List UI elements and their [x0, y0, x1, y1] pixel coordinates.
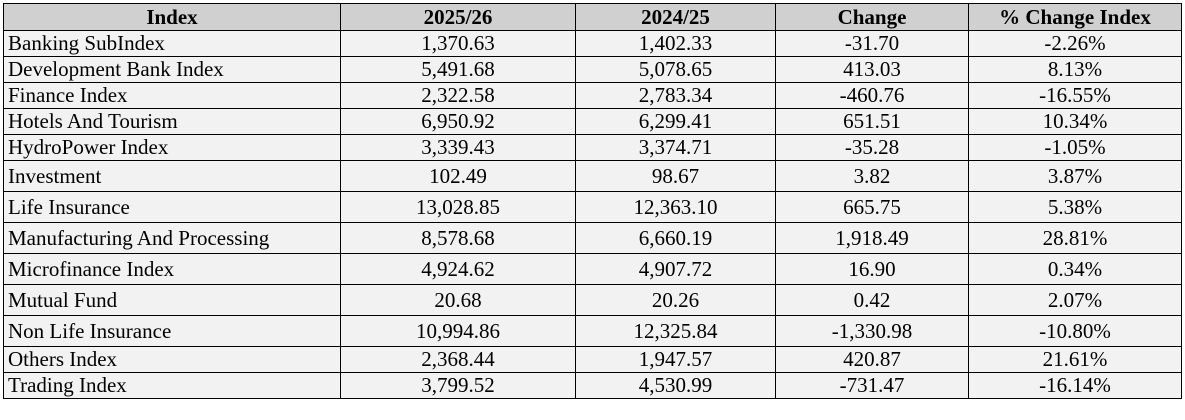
value-cell: 651.51 [775, 108, 969, 135]
table-row: Trading Index 3,799.52 4,530.99 -731.47 -16.… [3, 372, 1182, 399]
index-table: Index 2025/26 2024/25 Change% Change Index … [3, 3, 1182, 399]
value-cell: -16.55% [968, 82, 1182, 109]
table-row: Investment 102.49 98.67 3.82 3.87% [3, 160, 1182, 192]
value-cell: 2,368.44 [340, 346, 576, 373]
table-row: Manufacturing And Processing 8,578.68 6,66… [3, 222, 1182, 254]
value-cell: 665.75 [775, 191, 969, 223]
index-name: Banking SubIndex [3, 30, 341, 57]
table-row: HydroPower Index 3,339.43 3,374.71 -35.28 -1… [3, 134, 1182, 161]
header-row: Index 2025/26 2024/25 Change% Change Index [3, 3, 1182, 31]
value-cell: -460.76 [775, 82, 969, 109]
value-cell: 1,402.33 [575, 30, 776, 57]
value-cell: 28.81% [968, 222, 1182, 254]
table-row: Banking SubIndex 1,370.63 1,402.33 -31.70 -2… [3, 30, 1182, 57]
value-cell: 20.26 [575, 284, 776, 316]
index-name: Manufacturing And Processing [3, 222, 341, 254]
value-cell: 3,799.52 [340, 372, 576, 399]
value-cell: -16.14% [968, 372, 1182, 399]
index-name: Non Life Insurance [3, 315, 341, 347]
header-cell: % Change Index [968, 3, 1182, 31]
value-cell: 12,363.10 [575, 191, 776, 223]
index-name: Microfinance Index [3, 253, 341, 285]
value-cell: -35.28 [775, 134, 969, 161]
value-cell: 413.03 [775, 56, 969, 83]
table-row: Hotels And Tourism 6,950.92 6,299.41 651.51… [3, 108, 1182, 135]
value-cell: 16.90 [775, 253, 969, 285]
table-row: Finance Index 2,322.58 2,783.34 -460.76 -16.… [3, 82, 1182, 109]
value-cell: 3.87% [968, 160, 1182, 192]
header-cell: 2024/25 [575, 3, 776, 31]
value-cell: 5,491.68 [340, 56, 576, 83]
value-cell: 6,299.41 [575, 108, 776, 135]
value-cell: -731.47 [775, 372, 969, 399]
value-cell: 0.34% [968, 253, 1182, 285]
value-cell: -1,330.98 [775, 315, 969, 347]
value-cell: 5.38% [968, 191, 1182, 223]
value-cell: 98.67 [575, 160, 776, 192]
value-cell: 102.49 [340, 160, 576, 192]
value-cell: -1.05% [968, 134, 1182, 161]
value-cell: 6,950.92 [340, 108, 576, 135]
value-cell: 10,994.86 [340, 315, 576, 347]
table-row: Others Index 2,368.44 1,947.57 420.87 21.61% [3, 346, 1182, 373]
index-name: Development Bank Index [3, 56, 341, 83]
value-cell: 21.61% [968, 346, 1182, 373]
value-cell: 8.13% [968, 56, 1182, 83]
value-cell: -2.26% [968, 30, 1182, 57]
value-cell: 12,325.84 [575, 315, 776, 347]
value-cell: 1,370.63 [340, 30, 576, 57]
value-cell: 2.07% [968, 284, 1182, 316]
value-cell: 4,530.99 [575, 372, 776, 399]
value-cell: -10.80% [968, 315, 1182, 347]
index-name: Mutual Fund [3, 284, 341, 316]
value-cell: 2,783.34 [575, 82, 776, 109]
table-row: Non Life Insurance 10,994.86 12,325.84 -1,3… [3, 315, 1182, 347]
header-cell: Index [3, 3, 341, 31]
value-cell: 3,339.43 [340, 134, 576, 161]
value-cell: 0.42 [775, 284, 969, 316]
value-cell: 3.82 [775, 160, 969, 192]
value-cell: 1,918.49 [775, 222, 969, 254]
value-cell: 2,322.58 [340, 82, 576, 109]
header-cell: 2025/26 [340, 3, 576, 31]
value-cell: 10.34% [968, 108, 1182, 135]
index-name: Investment [3, 160, 341, 192]
value-cell: 5,078.65 [575, 56, 776, 83]
table-row: Microfinance Index 4,924.62 4,907.72 16.90 0… [3, 253, 1182, 285]
table-body: Banking SubIndex 1,370.63 1,402.33 -31.70 -2… [3, 30, 1182, 399]
index-name: HydroPower Index [3, 134, 341, 161]
table-row: Mutual Fund 20.68 20.26 0.42 2.07% [3, 284, 1182, 316]
index-name: Trading Index [3, 372, 341, 399]
value-cell: 6,660.19 [575, 222, 776, 254]
index-name: Finance Index [3, 82, 341, 109]
header-cell: Change [775, 3, 969, 31]
value-cell: 20.68 [340, 284, 576, 316]
value-cell: 13,028.85 [340, 191, 576, 223]
index-name: Life Insurance [3, 191, 341, 223]
index-name: Others Index [3, 346, 341, 373]
value-cell: 1,947.57 [575, 346, 776, 373]
value-cell: 8,578.68 [340, 222, 576, 254]
index-name: Hotels And Tourism [3, 108, 341, 135]
table-row: Development Bank Index 5,491.68 5,078.65 41… [3, 56, 1182, 83]
value-cell: 3,374.71 [575, 134, 776, 161]
value-cell: 4,924.62 [340, 253, 576, 285]
table-row: Life Insurance 13,028.85 12,363.10 665.75 5.… [3, 191, 1182, 223]
value-cell: 4,907.72 [575, 253, 776, 285]
value-cell: 420.87 [775, 346, 969, 373]
value-cell: -31.70 [775, 30, 969, 57]
